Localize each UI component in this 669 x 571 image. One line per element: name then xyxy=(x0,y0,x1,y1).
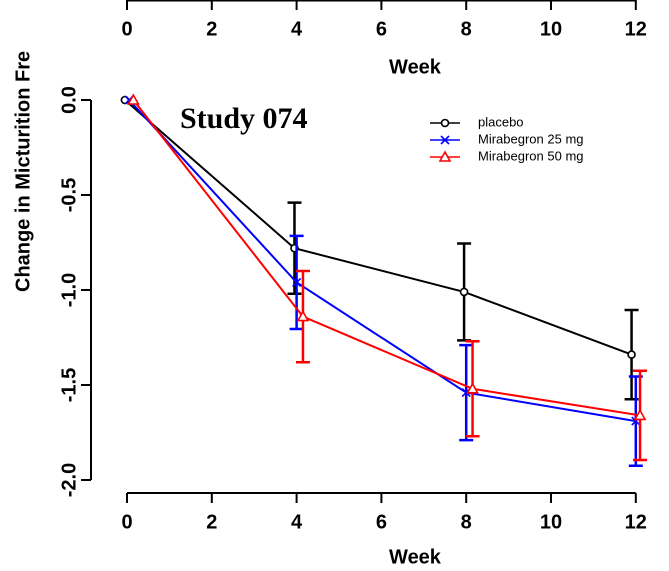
point xyxy=(127,93,140,105)
annotation: Study 074 xyxy=(180,102,308,135)
legend-label: Mirabegron 25 mg xyxy=(478,131,584,146)
top-x-tick-label: 12 xyxy=(625,18,647,40)
point xyxy=(633,408,647,421)
x-tick-label: 0 xyxy=(121,511,132,533)
top-x-tick-label: 4 xyxy=(291,18,303,40)
point xyxy=(627,350,636,359)
legend-label: Mirabegron 50 mg xyxy=(478,148,584,163)
point xyxy=(459,287,469,297)
series-line xyxy=(132,99,641,417)
y-axis-label: Change in Micturition Fre xyxy=(12,51,34,292)
legend-marker xyxy=(440,135,450,145)
point xyxy=(466,382,479,394)
y-tick-label: -2.0 xyxy=(58,463,80,497)
y-tick-label: -1.0 xyxy=(58,273,80,307)
legend-marker xyxy=(438,150,452,162)
top-x-tick-label: 2 xyxy=(206,18,217,40)
x-tick-label: 4 xyxy=(291,511,303,533)
legend-marker xyxy=(440,118,450,128)
point xyxy=(292,277,302,287)
x-tick-label: 12 xyxy=(625,511,647,533)
top-x-axis-label: Week xyxy=(389,56,442,78)
top-x-tick-label: 0 xyxy=(121,18,132,40)
top-x-tick-label: 6 xyxy=(376,18,387,40)
x-tick-label: 2 xyxy=(206,511,217,533)
x-axis-label: Week xyxy=(389,546,442,568)
series-line xyxy=(128,99,636,423)
series-line xyxy=(124,99,632,356)
x-tick-label: 10 xyxy=(540,511,562,533)
y-tick-label: 0.0 xyxy=(58,86,80,114)
y-tick-label: -0.5 xyxy=(58,178,80,212)
top-x-tick-label: 8 xyxy=(461,18,472,40)
x-tick-label: 6 xyxy=(376,511,387,533)
top-x-tick-label: 10 xyxy=(540,18,562,40)
x-tick-label: 8 xyxy=(461,511,472,533)
point xyxy=(296,309,310,322)
y-tick-label: -1.5 xyxy=(58,368,80,402)
legend-label: placebo xyxy=(478,114,524,129)
